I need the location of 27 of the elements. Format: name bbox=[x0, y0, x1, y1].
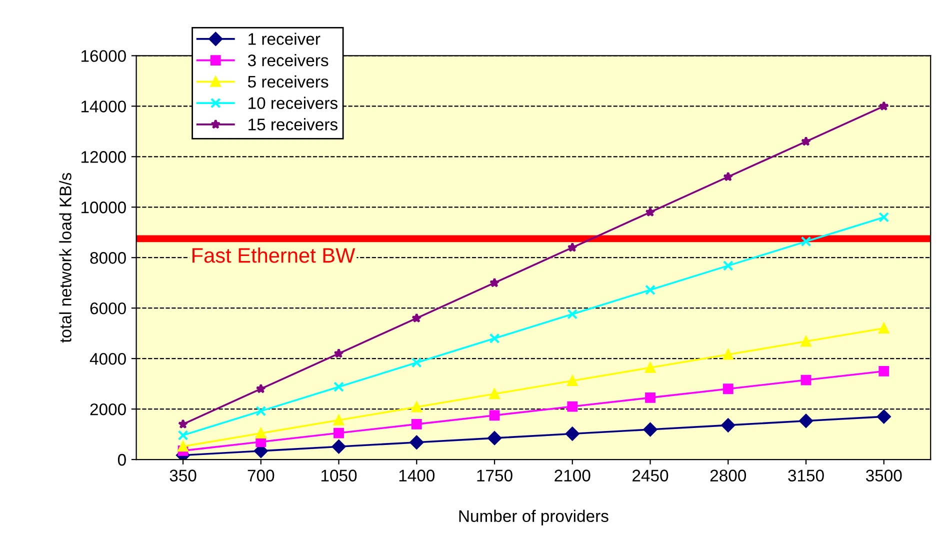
x-tick-label: 1750 bbox=[477, 470, 512, 482]
x-tick-label: 2800 bbox=[710, 470, 746, 482]
legend-label: 3 receivers bbox=[248, 54, 328, 66]
x-tick-label: 3150 bbox=[788, 470, 824, 482]
x-tick-label: 1400 bbox=[399, 470, 435, 482]
legend-label: 5 receivers bbox=[248, 75, 328, 88]
legend-label: 10 receivers bbox=[248, 96, 338, 110]
ref-line-label: Fast Ethernet BW bbox=[192, 248, 356, 263]
y-tick-label: 12000 bbox=[82, 151, 126, 163]
x-tick-label: 1050 bbox=[322, 470, 357, 482]
y-tick-label: 4000 bbox=[90, 352, 126, 365]
x-tick-label: 2450 bbox=[632, 470, 668, 482]
x-tick-label: 2100 bbox=[554, 470, 590, 482]
y-tick-label: 0 bbox=[118, 454, 126, 466]
x-tick-label: 3500 bbox=[866, 470, 902, 482]
y-tick-label: 6000 bbox=[90, 302, 126, 314]
y-tick-label: 10000 bbox=[82, 202, 126, 214]
legend-label: 1 receiver bbox=[248, 32, 320, 45]
x-tick-label: 350 bbox=[170, 470, 196, 482]
y-axis-title: total network load KB/s bbox=[59, 172, 72, 343]
y-tick-label: 2000 bbox=[90, 403, 126, 416]
legend-label: 15 receivers bbox=[248, 118, 338, 130]
x-axis-title: Number of providers bbox=[459, 510, 608, 526]
y-tick-label: 16000 bbox=[82, 50, 126, 62]
y-tick-label: 8000 bbox=[90, 252, 126, 264]
x-tick-label: 700 bbox=[248, 470, 274, 482]
y-tick-label: 14000 bbox=[82, 100, 126, 112]
